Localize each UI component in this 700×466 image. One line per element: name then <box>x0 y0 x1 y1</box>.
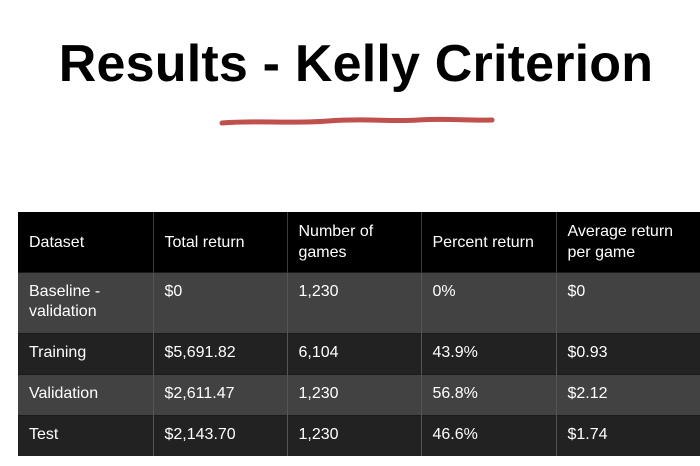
cell-total-return: $2,143.70 <box>152 415 287 456</box>
cell-games: 1,230 <box>286 374 421 416</box>
results-table: Dataset Total return Number of games Per… <box>18 212 700 456</box>
header-percent-return: Percent return <box>420 212 556 273</box>
cell-games: 1,230 <box>286 415 421 456</box>
cell-percent-return: 56.8% <box>420 374 556 416</box>
cell-dataset: Training <box>18 333 153 375</box>
cell-dataset: Test <box>18 415 153 456</box>
underline-stroke <box>219 116 495 126</box>
header-number-of-games: Number of games <box>286 212 421 273</box>
slide-title: Results - Kelly Criterion <box>58 35 654 93</box>
cell-percent-return: 43.9% <box>420 333 556 375</box>
cell-games: 6,104 <box>286 333 421 375</box>
header-average-return: Average return per game <box>555 212 700 273</box>
cell-total-return: $0 <box>152 272 287 334</box>
table-row: Training $5,691.82 6,104 43.9% $0.93 <box>18 333 700 375</box>
table-row: Baseline - validation $0 1,230 0% $0 <box>18 272 700 334</box>
cell-dataset: Validation <box>18 374 153 416</box>
header-total-return: Total return <box>152 212 287 273</box>
cell-percent-return: 46.6% <box>420 415 556 456</box>
cell-total-return: $5,691.82 <box>152 333 287 375</box>
cell-avg-return: $1.74 <box>555 415 700 456</box>
title-underline <box>219 116 495 126</box>
cell-avg-return: $0 <box>555 272 700 334</box>
table-row: Test $2,143.70 1,230 46.6% $1.74 <box>18 415 700 456</box>
header-dataset: Dataset <box>18 212 153 273</box>
table-header-row: Dataset Total return Number of games Per… <box>18 212 700 273</box>
cell-games: 1,230 <box>286 272 421 334</box>
table-row: Validation $2,611.47 1,230 56.8% $2.12 <box>18 374 700 416</box>
cell-avg-return: $2.12 <box>555 374 700 416</box>
cell-avg-return: $0.93 <box>555 333 700 375</box>
cell-total-return: $2,611.47 <box>152 374 287 416</box>
cell-dataset: Baseline - validation <box>18 272 153 334</box>
cell-percent-return: 0% <box>420 272 556 334</box>
